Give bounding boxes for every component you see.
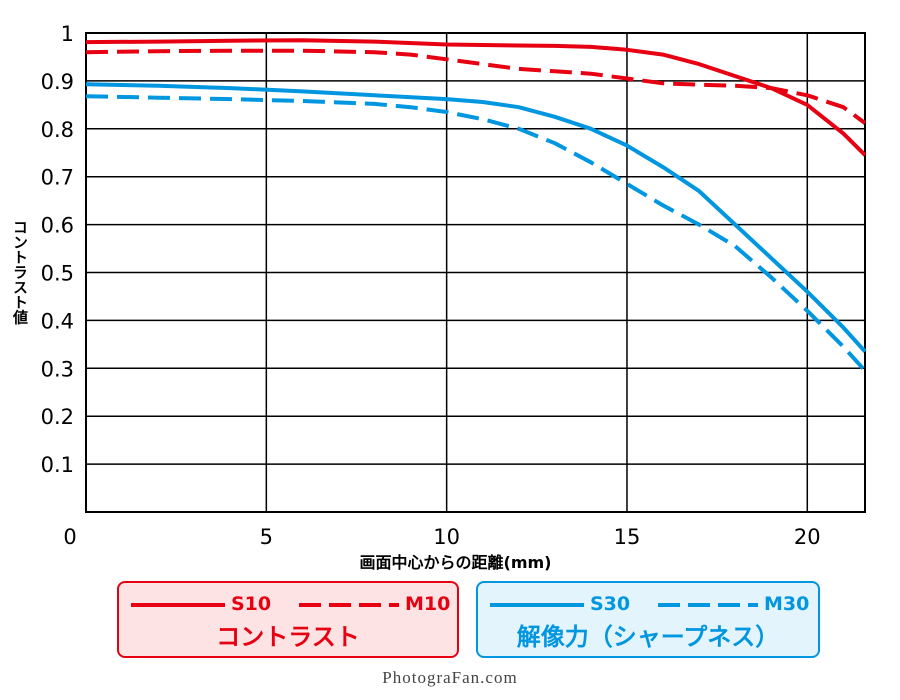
y-tick-label: 0.3	[41, 357, 74, 381]
legend-m30-label: M30	[764, 593, 810, 615]
y-tick-label: 0.1	[41, 453, 74, 477]
x-tick-label: 10	[433, 525, 460, 549]
legend-sharpness: S30 M30 解像力（シャープネス）	[476, 581, 820, 658]
legend-sharpness-title: 解像力（シャープネス）	[516, 623, 780, 651]
x-tick-label: 5	[260, 525, 273, 549]
legend-contrast: S10 M10 コントラスト	[117, 581, 459, 658]
legend-s10-swatch	[131, 603, 225, 607]
series-line-s30	[85, 82, 867, 353]
y-tick-label: 0.5	[41, 262, 74, 286]
mtf-chart: 0.10.20.30.40.50.60.70.80.910 5 10 15 20画面中心…	[11, 22, 867, 572]
y-tick-label: 0.8	[41, 118, 74, 142]
y-axis-label: コントラスト値	[11, 220, 29, 326]
y-tick-label: 0.7	[41, 166, 74, 190]
y-tick-label: 0.4	[41, 309, 74, 333]
series-line-m10	[85, 48, 867, 125]
y-tick-label: 1	[61, 22, 74, 46]
legend-s10-label: S10	[231, 593, 272, 615]
legend-m10-label: M10	[405, 593, 451, 615]
legend-m10-swatch	[299, 603, 399, 607]
y-tick-label: 0.6	[41, 214, 74, 238]
legend-contrast-row: S10 M10	[119, 591, 457, 617]
x-axis-label: 画面中心からの距離(mm)	[360, 553, 552, 572]
plot-frame	[85, 32, 866, 513]
legend-m30-swatch	[658, 603, 758, 607]
series-line-m30	[85, 94, 867, 373]
x-tick-label: 15	[614, 525, 641, 549]
x-tick-label: 0	[63, 525, 76, 549]
legend-s30-label: S30	[590, 593, 631, 615]
legend-s30-swatch	[490, 603, 584, 607]
series-line-s10	[85, 38, 867, 157]
legend-sharpness-row: S30 M30	[478, 591, 818, 617]
x-tick-label: 20	[794, 525, 821, 549]
y-tick-label: 0.2	[41, 405, 74, 429]
y-tick-label: 0.9	[41, 70, 74, 94]
legend-contrast-title: コントラスト	[216, 623, 360, 651]
credit-watermark: PhotograFan.com	[382, 668, 518, 687]
